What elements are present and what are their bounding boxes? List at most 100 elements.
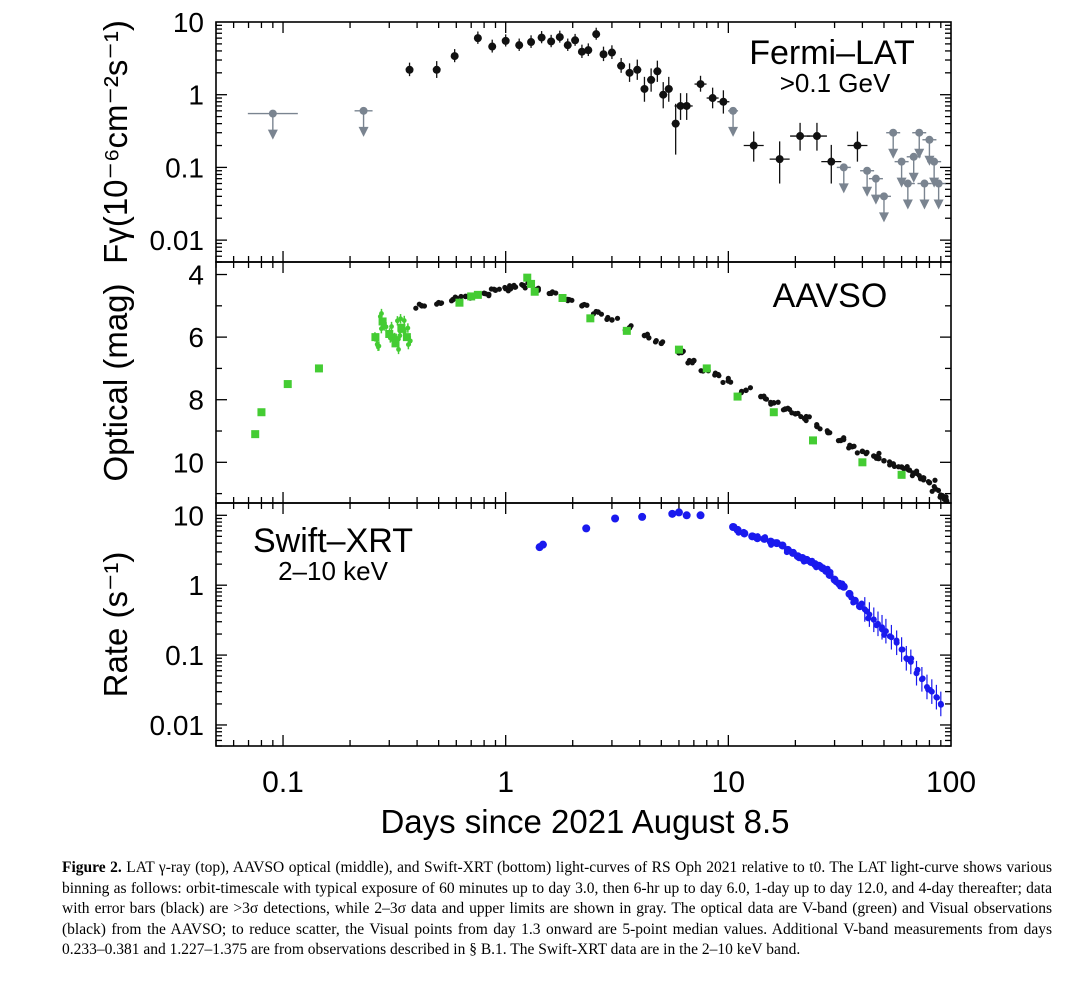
lat-upper-limit-point (920, 179, 929, 188)
y-tick-label: 1 (188, 570, 204, 601)
visual-point (522, 285, 528, 291)
x-tick-label: 100 (926, 766, 976, 799)
vband-point (407, 338, 413, 344)
xrt-point (908, 655, 915, 662)
caption-text: LAT γ-ray (top), AAVSO optical (middle),… (62, 859, 1053, 958)
lat-detection-point (450, 52, 459, 61)
lat-detection-point (571, 36, 580, 45)
vband-point (251, 430, 260, 439)
y-tick-label: 10 (173, 447, 204, 478)
lat-upper-limit-point (915, 128, 924, 137)
visual-point (712, 372, 718, 378)
visual-point (486, 292, 492, 299)
visual-point (421, 303, 428, 309)
visual-point (910, 471, 916, 477)
vband-point (314, 364, 323, 373)
vband-point (376, 343, 382, 349)
vband-point (372, 334, 378, 340)
vband-point (283, 380, 292, 389)
lat-detection-point (708, 94, 717, 103)
lat-detection-point (853, 141, 862, 150)
lat-detection-point (676, 101, 685, 110)
visual-point (901, 466, 907, 472)
visual-point (580, 302, 586, 308)
lat-detection-point (633, 65, 642, 74)
ul-arrow-head (888, 148, 899, 159)
lat-detection-point (473, 34, 482, 43)
visual-point (609, 317, 615, 323)
vband-point (897, 470, 906, 479)
visual-point (438, 300, 444, 307)
xrt-point (886, 633, 893, 640)
visual-point (614, 315, 621, 321)
lat-upper-limit-point (909, 152, 918, 161)
xrt-point (674, 508, 683, 517)
lat-upper-limit-point (359, 106, 368, 115)
visual-point (505, 288, 511, 294)
lat-detection-point (617, 61, 626, 70)
visual-point (743, 387, 749, 394)
visual-point (761, 393, 767, 399)
x-axis: 0.1 1 10 100 (262, 766, 976, 799)
xrt-point (850, 599, 857, 606)
visual-point (847, 442, 853, 448)
vband-point (383, 324, 389, 330)
visual-point (935, 487, 942, 494)
lat-detection-point (696, 80, 705, 89)
visual-point (789, 410, 795, 416)
vband-point (586, 314, 595, 323)
visual-point (598, 311, 605, 317)
visual-point (452, 294, 458, 300)
visual-point (785, 405, 791, 411)
vband-point (530, 287, 539, 296)
xrt-point (638, 512, 647, 521)
y-axis-label: Rate (s⁻¹) (97, 552, 134, 698)
y-axis-label: Fγ(10⁻⁶cm⁻²s⁻¹) (97, 20, 134, 264)
light-curve-figure: 0.01 0.1 1 10 Fγ(10⁻⁶cm⁻²s⁻¹) Fermi–LAT>0.1 G… (97, 7, 976, 840)
visual-point (932, 477, 938, 483)
lat-detection-point (749, 141, 758, 150)
lat-detection-point (659, 90, 668, 99)
visual-point (854, 450, 860, 456)
lat-upper-limit-point (871, 174, 880, 183)
xrt-point (899, 646, 906, 653)
vband-point (257, 408, 266, 417)
x-tick-label: 1 (497, 766, 514, 799)
lat-upper-limit-point (889, 128, 898, 137)
y-tick-label: 0.01 (150, 225, 205, 256)
y-tick-label: 10 (173, 500, 204, 531)
lat-detection-point (682, 101, 691, 110)
visual-point (887, 462, 893, 468)
lat-detection-point (653, 67, 662, 76)
lat-detection-point (488, 42, 497, 51)
ul-arrow-head (914, 148, 925, 159)
lat-detection-point (719, 97, 728, 106)
lat-upper-limit-point (729, 106, 738, 115)
vband-point (389, 324, 394, 329)
vband-point (523, 273, 532, 282)
xrt-point (538, 540, 547, 549)
visual-point (835, 438, 842, 444)
visual-point (413, 305, 419, 311)
visual-point (914, 468, 920, 474)
panel-title: Fermi–LAT (749, 34, 915, 72)
lat-detection-point (827, 157, 836, 166)
vband-point (858, 458, 867, 467)
panel-subtitle: >0.1 GeV (780, 68, 891, 98)
visual-point (814, 421, 820, 428)
panel-title: Swift–XRT (253, 522, 413, 560)
lat-upper-limit-point (897, 157, 906, 166)
lat-detection-point (563, 41, 572, 50)
lat-upper-limit-point (268, 109, 277, 118)
xrt-point (740, 528, 747, 535)
lat-upper-limit-point (903, 179, 912, 188)
y-tick-label: 0.1 (165, 640, 204, 671)
xrt-point (682, 511, 691, 520)
vband-point (393, 335, 399, 341)
y-tick-label: 4 (188, 260, 204, 291)
lat-detection-point (405, 65, 414, 74)
ul-arrow-head (924, 155, 935, 166)
xrt-point (919, 675, 926, 682)
vband-point (733, 392, 742, 401)
